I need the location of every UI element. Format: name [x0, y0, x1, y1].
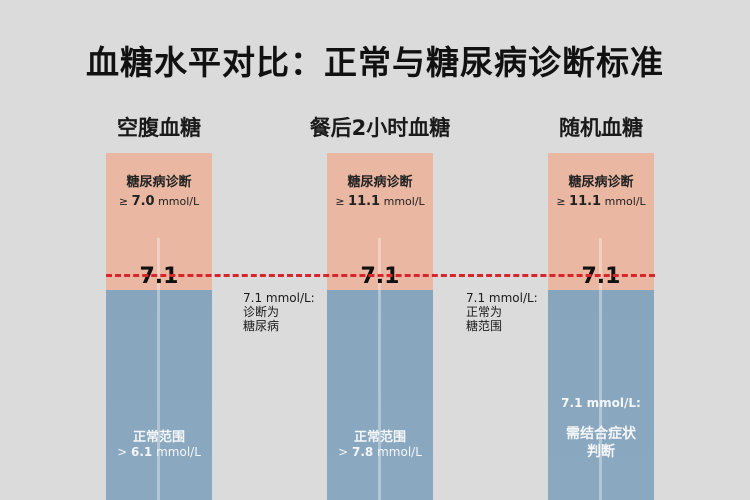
unit: mmol/L — [604, 195, 646, 208]
unit: mmol/L — [158, 195, 200, 208]
side-note-line: 7.1 mmol/L: — [243, 291, 315, 305]
diagnosis-value: 7.0 — [131, 194, 155, 209]
unit: mmol/L — [377, 445, 422, 459]
normal-value: 7.8 — [352, 445, 374, 459]
side-note-line: 正常为 — [466, 305, 503, 319]
side-note-line: 糖尿病 — [243, 319, 280, 333]
normal-zone — [106, 290, 212, 500]
diagnosis-zone — [548, 153, 654, 290]
normal-threshold: > 7.8 mmol/L — [327, 445, 433, 459]
normal-label: 正常范围 — [132, 430, 185, 445]
side-note-line: 诊断为 — [243, 305, 280, 319]
random-note-text: 需结合症状 判断 — [548, 425, 654, 461]
diagnosis-label: 糖尿病诊断 — [568, 175, 634, 190]
gte-symbol: ≥ — [335, 195, 345, 208]
unit: mmol/L — [156, 445, 201, 459]
unit: mmol/L — [383, 195, 425, 208]
gt-symbol: > — [117, 445, 128, 459]
random-note-line: 判断 — [587, 444, 615, 460]
gte-symbol: ≥ — [118, 195, 129, 208]
diagnosis-value: 11.1 — [569, 194, 602, 209]
diagnosis-zone — [327, 153, 433, 290]
normal-label: 正常范围 — [353, 430, 406, 445]
diagnosis-threshold: ≥ 11.1 mmol/L — [327, 194, 433, 209]
center-divider — [599, 238, 602, 500]
random-note-line: 需结合症状 — [566, 426, 636, 442]
normal-value: 6.1 — [131, 445, 153, 459]
column-postprandial: 糖尿病诊断 ≥ 11.1 mmol/L 7.1 正常范围 > 7.8 mmol/… — [327, 153, 433, 500]
diagnosis-label: 糖尿病诊断 — [126, 175, 192, 190]
side-note-postprandial: 7.1 mmol/L: 正常为 糖范围 — [466, 291, 538, 333]
diagnosis-label: 糖尿病诊断 — [347, 175, 413, 190]
random-note-value: 7.1 mmol/L: — [561, 396, 641, 410]
gt-symbol: > — [338, 445, 349, 459]
side-note-fasting: 7.1 mmol/L: 诊断为 糖尿病 — [243, 291, 315, 333]
normal-zone — [548, 290, 654, 500]
center-divider — [157, 238, 160, 500]
normal-threshold: > 6.1 mmol/L — [106, 445, 212, 459]
heading-random: 随机血糖 — [559, 116, 643, 140]
column-random: 糖尿病诊断 ≥ 11.1 mmol/L 7.1 7.1 mmol/L: 需结合症… — [548, 153, 654, 500]
diagnosis-value: 11.1 — [348, 194, 381, 209]
side-note-line: 7.1 mmol/L: — [466, 291, 538, 305]
threshold-dashed-line — [106, 274, 655, 277]
normal-zone — [327, 290, 433, 500]
gte-symbol: ≥ — [556, 195, 566, 208]
center-divider — [378, 238, 381, 500]
diagnosis-threshold: ≥ 11.1 mmol/L — [548, 194, 654, 209]
column-fasting: 糖尿病诊断 ≥ 7.0 mmol/L 7.1 正常范围 > 6.1 mmol/L — [106, 153, 212, 500]
side-note-line: 糖范围 — [466, 319, 503, 333]
diagnosis-threshold: ≥ 7.0 mmol/L — [106, 194, 212, 209]
heading-postprandial: 餐后2小时血糖 — [309, 116, 451, 140]
diagnosis-zone — [106, 153, 212, 290]
page-title: 血糖水平对比：正常与糖尿病诊断标准 — [86, 43, 664, 82]
heading-fasting: 空腹血糖 — [117, 116, 201, 140]
